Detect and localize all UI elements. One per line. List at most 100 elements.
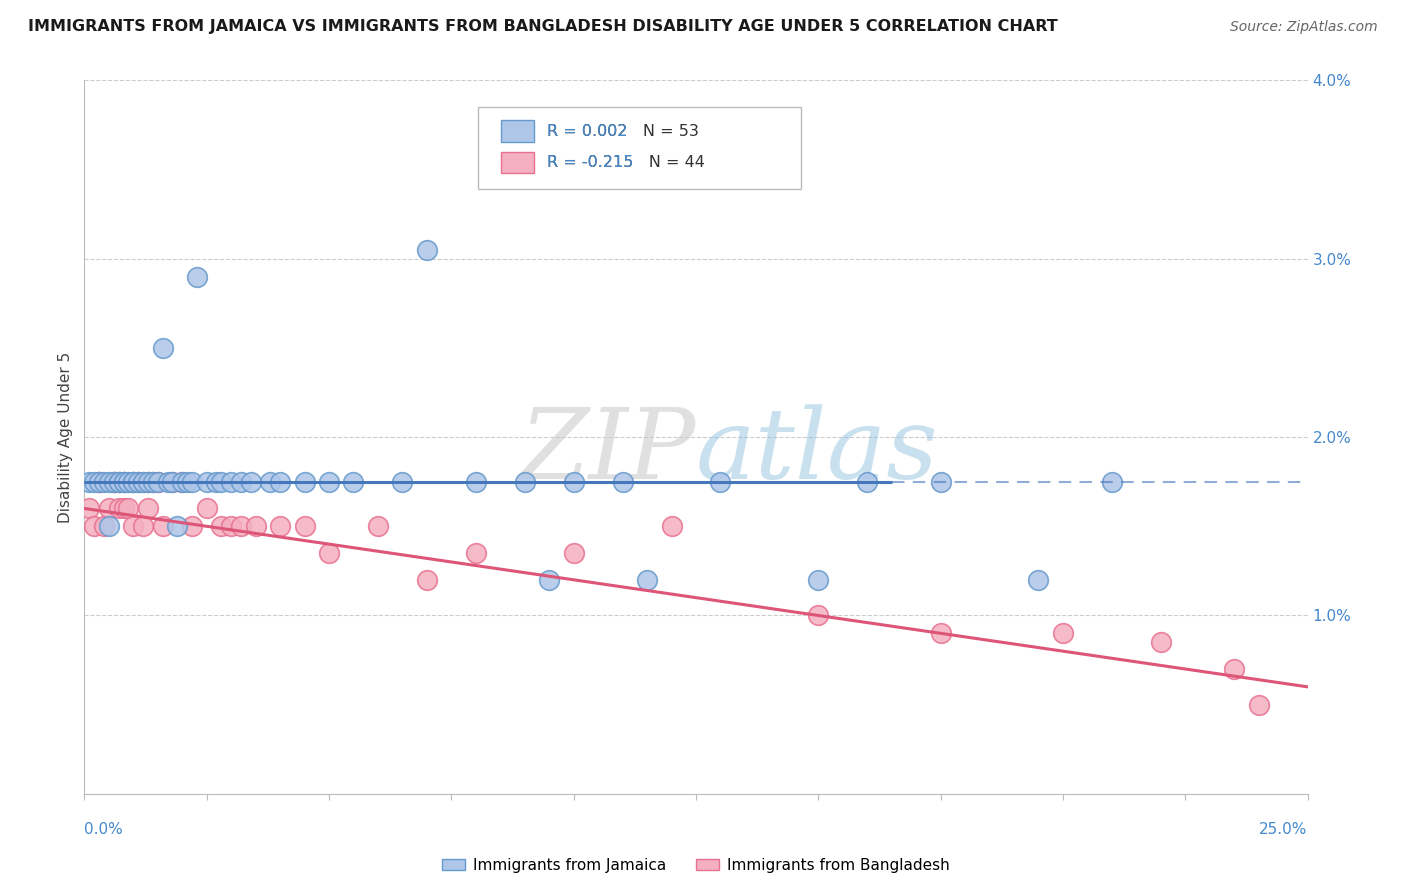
Point	[107, 501, 129, 516]
Point	[562, 475, 585, 489]
Point	[127, 475, 149, 489]
Point	[142, 475, 165, 489]
Point	[318, 546, 340, 560]
Point	[318, 475, 340, 489]
Point	[107, 475, 129, 489]
Point	[103, 475, 125, 489]
Point	[229, 475, 252, 489]
Point	[612, 475, 634, 489]
Point	[112, 475, 135, 489]
Point	[146, 475, 169, 489]
Point	[239, 475, 262, 489]
Point	[1028, 573, 1050, 587]
Point	[172, 475, 194, 489]
Point	[83, 519, 105, 533]
Point	[136, 475, 159, 489]
Point	[195, 475, 218, 489]
Text: R = -0.215   N = 44: R = -0.215 N = 44	[547, 155, 704, 169]
Point	[132, 475, 155, 489]
Point	[1247, 698, 1270, 712]
Point	[807, 573, 830, 587]
Point	[259, 475, 281, 489]
Point	[117, 475, 139, 489]
Point	[186, 269, 208, 284]
Point	[103, 475, 125, 489]
Point	[513, 475, 536, 489]
Point	[294, 519, 316, 533]
Point	[97, 475, 120, 489]
Point	[205, 475, 228, 489]
Point	[1150, 635, 1173, 649]
Point	[229, 519, 252, 533]
Point	[181, 475, 204, 489]
Point	[209, 519, 232, 533]
Point	[107, 475, 129, 489]
Point	[219, 519, 242, 533]
Text: atlas: atlas	[696, 404, 939, 499]
Point	[245, 519, 267, 533]
Point	[391, 475, 413, 489]
Point	[176, 475, 198, 489]
Text: 0.0%: 0.0%	[84, 822, 124, 837]
Point	[112, 501, 135, 516]
Point	[103, 475, 125, 489]
Point	[416, 243, 439, 257]
Point	[122, 475, 145, 489]
Point	[294, 475, 316, 489]
Point	[122, 519, 145, 533]
Point	[538, 573, 561, 587]
Point	[127, 475, 149, 489]
Point	[97, 501, 120, 516]
Y-axis label: Disability Age Under 5: Disability Age Under 5	[58, 351, 73, 523]
Legend: Immigrants from Jamaica, Immigrants from Bangladesh: Immigrants from Jamaica, Immigrants from…	[436, 852, 956, 879]
Text: IMMIGRANTS FROM JAMAICA VS IMMIGRANTS FROM BANGLADESH DISABILITY AGE UNDER 5 COR: IMMIGRANTS FROM JAMAICA VS IMMIGRANTS FR…	[28, 20, 1057, 34]
Point	[132, 519, 155, 533]
Point	[77, 501, 100, 516]
Text: R = 0.002: R = 0.002	[547, 124, 627, 138]
Point	[77, 475, 100, 489]
Text: Source: ZipAtlas.com: Source: ZipAtlas.com	[1230, 21, 1378, 34]
Point	[87, 475, 110, 489]
Point	[83, 475, 105, 489]
Point	[93, 475, 115, 489]
Point	[87, 475, 110, 489]
Point	[929, 475, 952, 489]
Point	[122, 475, 145, 489]
Point	[152, 341, 174, 355]
Point	[464, 546, 486, 560]
Point	[97, 519, 120, 533]
Point	[1052, 626, 1074, 640]
Point	[117, 501, 139, 516]
Point	[661, 519, 683, 533]
Point	[152, 519, 174, 533]
Point	[132, 475, 155, 489]
Point	[136, 501, 159, 516]
Point	[107, 475, 129, 489]
Point	[162, 475, 184, 489]
Point	[166, 519, 188, 533]
Point	[636, 573, 658, 587]
Text: R = -0.215: R = -0.215	[547, 155, 633, 169]
Point	[122, 475, 145, 489]
Point	[156, 475, 179, 489]
Text: ZIP: ZIP	[520, 404, 696, 499]
Point	[1101, 475, 1123, 489]
Point	[172, 475, 194, 489]
Point	[807, 608, 830, 623]
Point	[464, 475, 486, 489]
Point	[709, 475, 731, 489]
Point	[929, 626, 952, 640]
Point	[342, 475, 364, 489]
Point	[136, 475, 159, 489]
Point	[856, 475, 879, 489]
Point	[269, 519, 291, 533]
Point	[162, 475, 184, 489]
Point	[562, 546, 585, 560]
Point	[195, 501, 218, 516]
Point	[209, 475, 232, 489]
Point	[87, 475, 110, 489]
Point	[142, 475, 165, 489]
Point	[112, 475, 135, 489]
Text: 25.0%: 25.0%	[1260, 822, 1308, 837]
Point	[146, 475, 169, 489]
